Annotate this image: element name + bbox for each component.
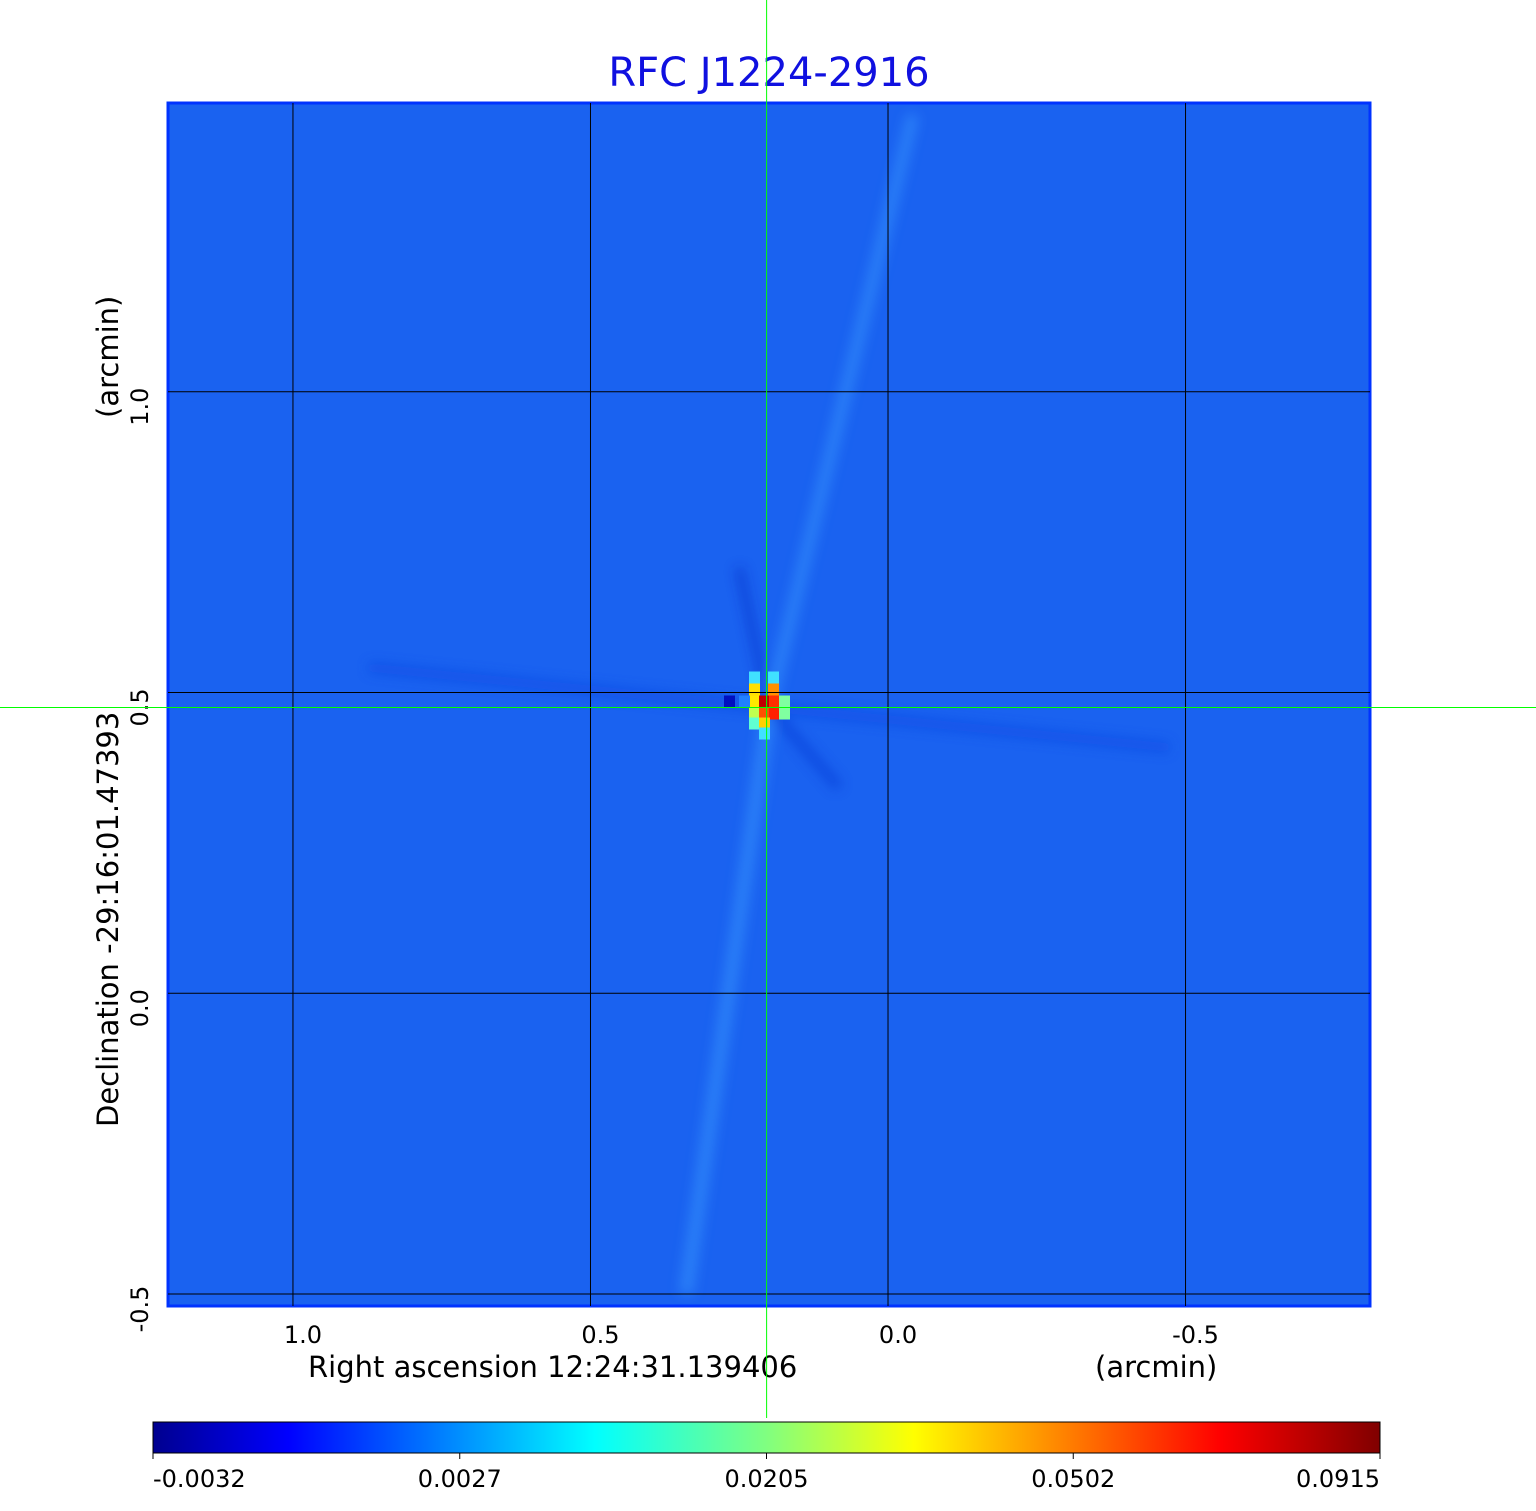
source-pixel (759, 707, 770, 720)
source-pixel (749, 683, 760, 696)
source-pixel (759, 717, 770, 730)
source-pixel (749, 671, 760, 684)
x-tick-label: -0.5 (1172, 1321, 1219, 1349)
x-tick-label: 0.5 (581, 1321, 619, 1349)
sidelobe-streak (763, 113, 919, 709)
x-axis-unit: (arcmin) (1095, 1350, 1217, 1384)
source-pixel (759, 695, 770, 708)
y-tick-label: -0.5 (126, 1286, 154, 1333)
source-pixel (779, 695, 790, 708)
source-pixel (749, 695, 760, 708)
sidelobe-streak (735, 566, 773, 709)
source-pixel (759, 727, 770, 740)
sidelobe-streak (765, 704, 843, 791)
chart-title: RFC J1224-2916 (608, 50, 929, 96)
colorbar: -0.0032 0.0027 0.0205 0.0502 0.0915 (152, 1421, 1381, 1493)
sidelobe-streak (368, 662, 770, 713)
image-area (166, 101, 1372, 1308)
source-pixel (749, 717, 760, 730)
y-axis-unit: (arcmin) (91, 296, 125, 418)
colorbar-tick-label: 0.0205 (725, 1465, 809, 1493)
y-axis-label: Declination -29:16:01.47393 (91, 712, 125, 1127)
source-pixel (768, 671, 779, 684)
colorbar-tick-label: -0.0032 (153, 1465, 246, 1493)
colorbar-tick-label: 0.0027 (418, 1465, 502, 1493)
sidelobe-streak (768, 702, 1170, 753)
source-pixel (769, 707, 780, 720)
source-pixel (749, 707, 760, 720)
y-tick-label: 0.0 (126, 989, 154, 1027)
x-tick-label: 1.0 (284, 1321, 322, 1349)
source-pixel (769, 695, 780, 708)
x-axis-label: Right ascension 12:24:31.139406 (308, 1350, 797, 1384)
source-pixel (739, 695, 750, 708)
source-pixel (724, 695, 735, 708)
y-tick-label: 1.0 (126, 388, 154, 426)
colorbar-tick-label: 0.0502 (1031, 1465, 1115, 1493)
colorbar-tick-label: 0.0915 (1296, 1465, 1380, 1493)
source-pixel (768, 683, 779, 696)
sidelobe-streak (678, 706, 776, 1295)
source-pixel (779, 707, 790, 720)
x-tick-label: 0.0 (879, 1321, 917, 1349)
